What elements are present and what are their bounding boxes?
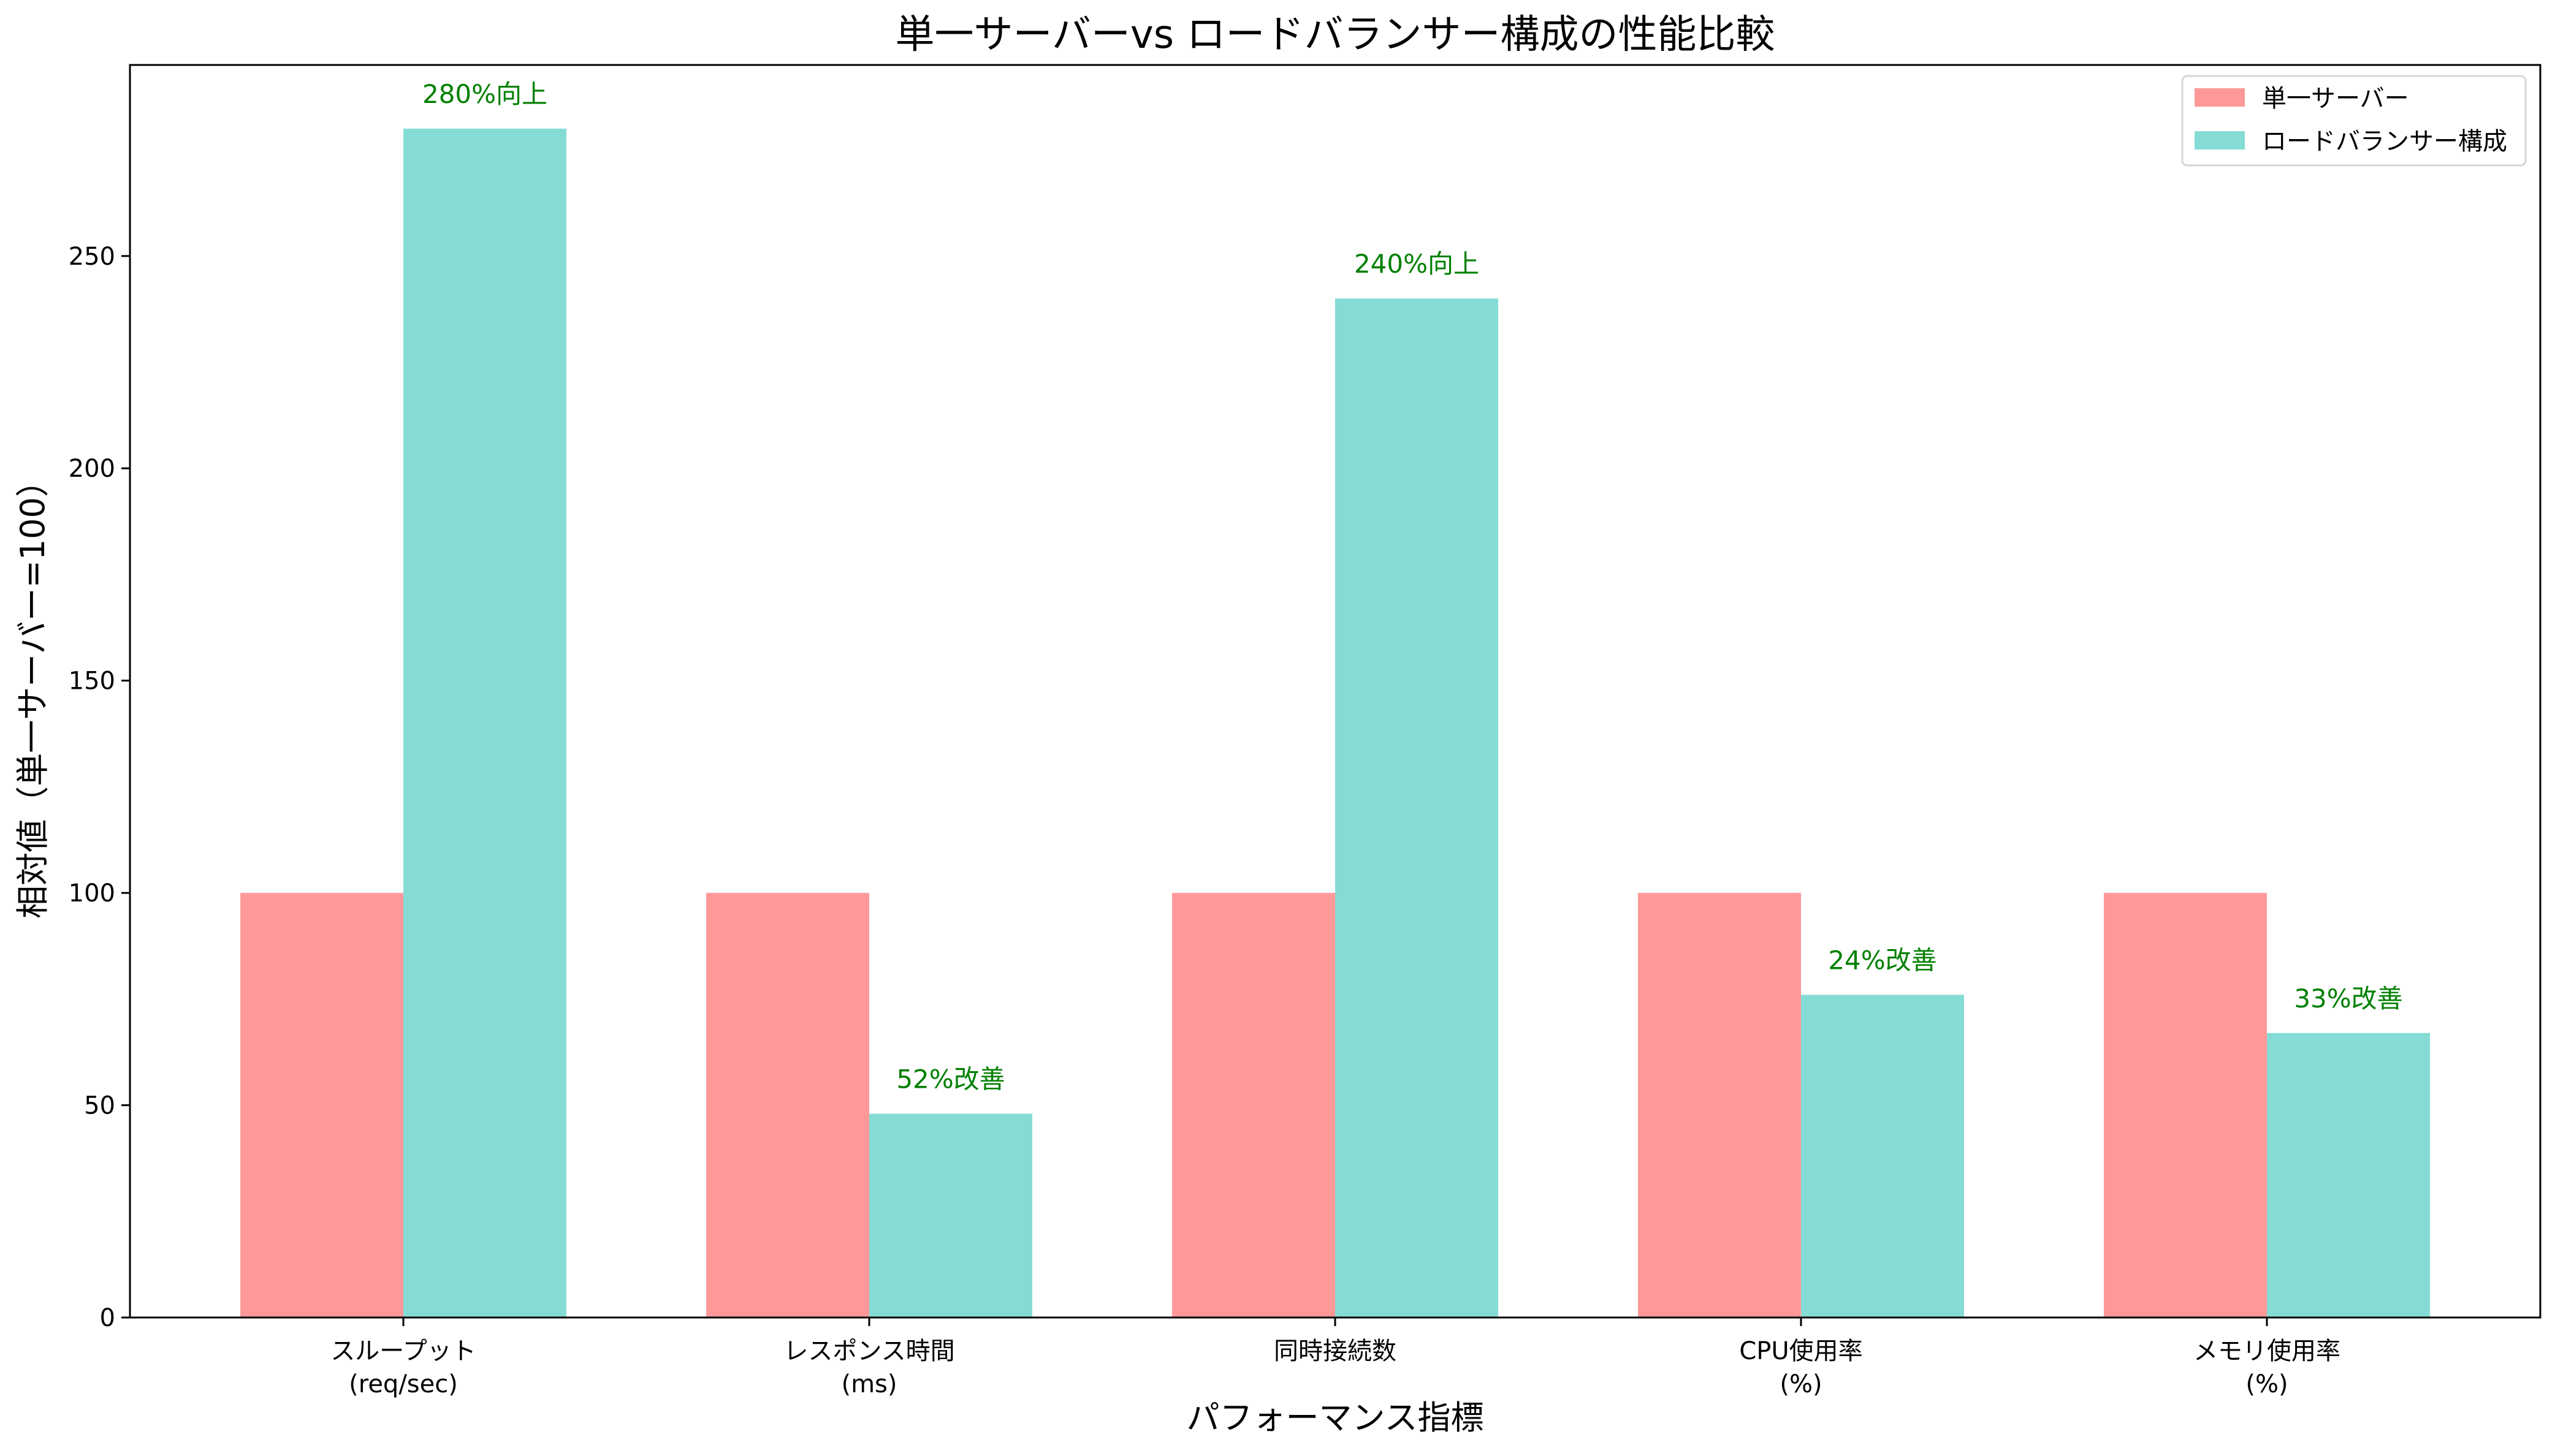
x-tick-label-3-1: (%): [1780, 1370, 1822, 1398]
bar-single-server-4: [2104, 893, 2267, 1318]
bar-single-server-3: [1638, 893, 1801, 1318]
improvement-annotation-4: 33%改善: [2294, 984, 2402, 1014]
legend-frame: [2181, 75, 2527, 167]
y-axis-label: 相対値（単一サーバー=100）: [13, 464, 52, 919]
improvement-annotation-2: 240%向上: [1354, 249, 1479, 279]
legend-label-load-balancer: ロードバランサー構成: [2262, 127, 2507, 156]
legend-swatch-single-server: [2195, 88, 2245, 107]
x-tick-label-1-1: (ms): [841, 1370, 897, 1398]
chart-title: 単一サーバーvs ロードバランサー構成の性能比較: [896, 12, 1775, 58]
improvement-annotation-3: 24%改善: [1828, 945, 1936, 975]
y-tick-label-4: 200: [69, 455, 115, 483]
bar-single-server-1: [706, 893, 869, 1318]
bar-load-balancer-3: [1801, 995, 1964, 1318]
y-tick-label-0: 0: [100, 1304, 115, 1332]
bar-load-balancer-1: [869, 1113, 1032, 1318]
bar-load-balancer-4: [2267, 1033, 2430, 1318]
x-axis-ticks: スループット (req/sec) レスポンス時間 (ms) 同時接続数 CPU使用率 (%)…: [330, 1318, 2340, 1398]
bar-load-balancer-0: [403, 128, 566, 1318]
y-axis-ticks: 0 50 100 150 200 250: [69, 243, 130, 1332]
x-tick-label-0-1: (req/sec): [349, 1370, 458, 1398]
x-tick-label-3-0: CPU使用率: [1739, 1337, 1862, 1365]
x-tick-label-0-0: スループット: [330, 1337, 476, 1365]
x-axis-label: パフォーマンス指標: [1187, 1398, 1484, 1437]
x-tick-label-4-0: メモリ使用率: [2193, 1337, 2340, 1365]
y-tick-label-1: 50: [84, 1092, 115, 1120]
y-tick-label-3: 150: [69, 667, 115, 696]
improvement-annotation-1: 52%改善: [896, 1064, 1005, 1094]
bar-single-server-0: [240, 893, 403, 1318]
legend-swatch-load-balancer: [2195, 131, 2245, 150]
bar-load-balancer-2: [1335, 298, 1498, 1318]
x-tick-label-4-1: (%): [2245, 1370, 2288, 1398]
improvement-annotation-0: 280%向上: [422, 79, 547, 109]
x-tick-label-2-0: 同時接続数: [1274, 1337, 1396, 1365]
y-tick-label-2: 100: [69, 879, 115, 908]
bar-single-server-2: [1172, 893, 1335, 1318]
legend-label-single-server: 単一サーバー: [2262, 85, 2409, 113]
annotations: 280%向上 52%改善 240%向上 24%改善 33%改善: [422, 79, 2403, 1094]
bars: [240, 128, 2430, 1318]
legend: 単一サーバー ロードバランサー構成: [2181, 75, 2527, 167]
x-tick-label-1-0: レスポンス時間: [783, 1337, 954, 1365]
y-tick-label-5: 250: [69, 243, 115, 271]
